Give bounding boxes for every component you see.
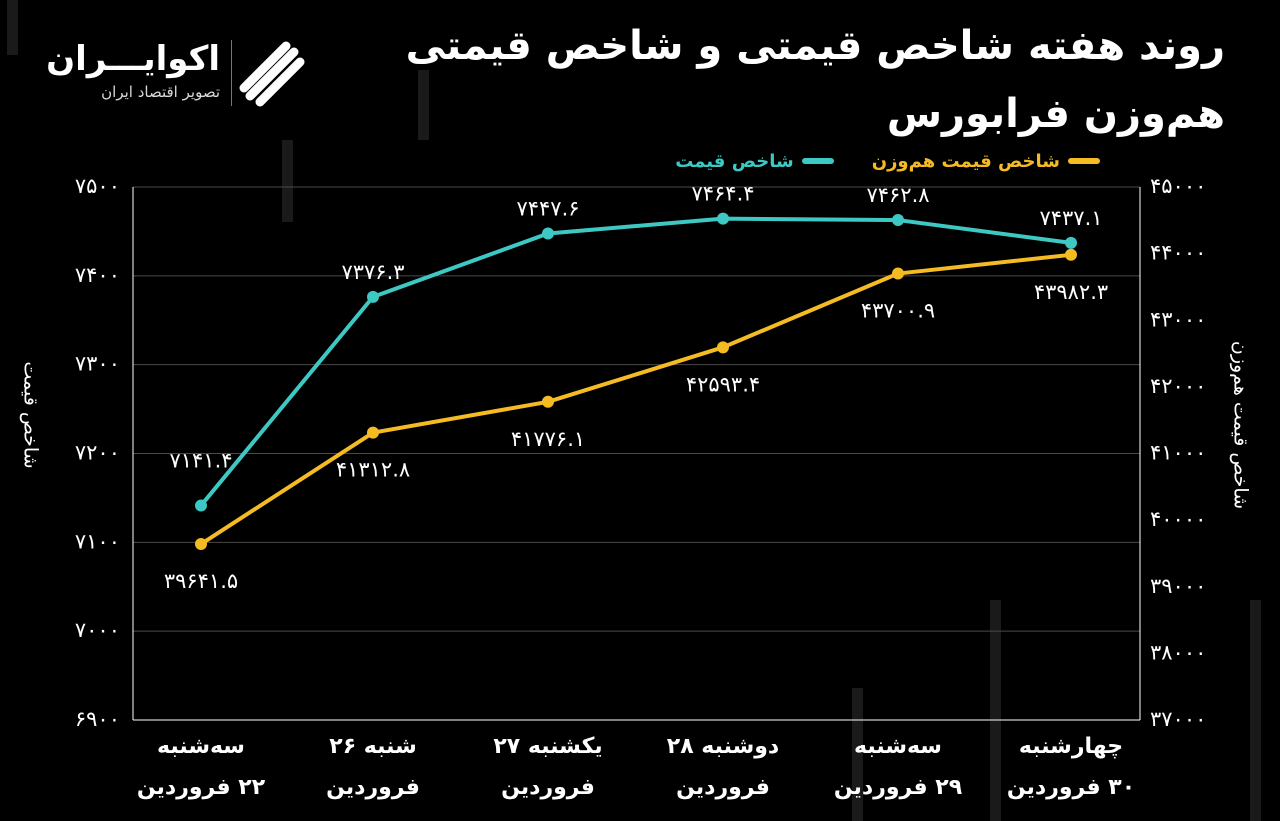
y-left-tick-label: ۷۴۰۰ [75,263,120,287]
x-category-label-line1: سه‌شنبه [854,734,942,759]
background-bar [7,0,18,55]
y-left-tick-label: ۶۹۰۰ [75,707,120,731]
legend-swatch-price-index [801,158,834,164]
data-point-equal-weight [195,538,207,551]
chart-legend: شاخص قیمت هم‌وزن شاخص قیمت [637,146,1100,176]
logo-divider [231,40,232,106]
legend-label-price-index: شاخص قیمت [675,150,794,172]
data-label-equal-weight: ۴۱۷۷۶.۱ [511,427,585,451]
data-label-equal-weight: ۴۳۹۸۲.۳ [1034,280,1108,304]
y-right-tick-label: ۴۴۰۰۰ [1150,241,1206,265]
data-label-price-index: ۷۱۴۱.۴ [169,449,232,473]
data-point-price-index [717,212,729,225]
x-category-label-line1: دوشنبه ۲۸ [667,734,779,759]
data-point-equal-weight [542,395,554,408]
data-label-equal-weight: ۳۹۶۴۱.۵ [164,569,238,593]
background-bar [852,688,863,821]
x-category-label-line2: فروردین [501,775,595,800]
y-right-axis-title: شاخص قیمت هم‌وزن [1230,341,1252,509]
legend-label-equal-weight: شاخص قیمت هم‌وزن [871,150,1060,172]
x-category-label-line1: سه‌شنبه [157,734,245,759]
y-left-tick-label: ۷۰۰۰ [75,618,120,642]
y-right-tick-label: ۳۹۰۰۰ [1150,574,1206,598]
data-point-price-index [195,499,207,512]
logo-mark-icon [239,41,305,107]
data-point-price-index [1065,236,1077,249]
data-label-price-index: ۷۴۶۲.۸ [866,183,929,207]
x-category-label-line1: شنبه ۲۶ [329,734,416,759]
legend-item-equal-weight: شاخص قیمت هم‌وزن [872,151,1100,172]
x-category-label-line2: فروردین [676,775,770,800]
y-right-tick-label: ۳۷۰۰۰ [1150,707,1206,731]
data-point-price-index [367,290,379,303]
y-left-tick-label: ۷۲۰۰ [75,441,120,465]
background-bar [418,70,429,140]
y-right-tick-label: ۴۳۰۰۰ [1150,307,1206,331]
data-label-price-index: ۷۳۷۶.۳ [341,260,404,284]
legend-item-price-index: شاخص قیمت [675,151,834,172]
data-point-price-index [542,227,554,240]
data-point-equal-weight [717,341,729,354]
data-label-equal-weight: ۴۱۳۱۲.۸ [336,458,410,482]
data-label-price-index: ۷۴۶۴.۴ [691,182,754,206]
y-right-tick-label: ۴۰۰۰۰ [1150,507,1206,531]
y-right-tick-label: ۴۵۰۰۰ [1150,174,1206,198]
y-right-tick-label: ۴۲۰۰۰ [1150,374,1206,398]
x-category-label-line2: ۲۲ فروردین [137,775,266,800]
data-label-price-index: ۷۴۳۷.۱ [1039,206,1102,230]
y-left-axis-title: شاخص قیمت [20,361,42,468]
y-left-tick-label: ۷۵۰۰ [75,174,120,198]
background-bar [1250,600,1261,821]
y-left-tick-label: ۷۱۰۰ [75,529,120,553]
legend-swatch-equal-weight [1068,158,1100,164]
x-category-label-line2: فروردین [326,775,420,800]
data-label-equal-weight: ۴۲۵۹۳.۴ [686,372,760,396]
x-category-label-line1: چهارشنبه [1019,734,1123,759]
data-point-price-index [892,214,904,227]
series-line-price-index [199,216,1072,507]
background-bar [282,140,293,222]
x-category-label-line2: ۲۹ فروردین [834,775,962,800]
data-label-equal-weight: ۴۳۷۰۰.۹ [861,299,935,323]
x-category-label-line1: یکشنبه ۲۷ [493,734,602,759]
logo-tagline: تصویر اقتصاد ایران [101,83,220,101]
background-bar [990,600,1001,821]
series-line-equal-weight [199,252,1072,546]
logo-name: اکوایـــران [46,39,220,79]
data-point-equal-weight [892,267,904,280]
data-label-price-index: ۷۴۴۷.۶ [516,197,579,221]
logo: اکوایـــران تصویر اقتصاد ایران [46,36,318,116]
chart-title: روند هفته شاخص قیمتی و شاخص قیمتی هم‌وزن… [405,23,1225,137]
x-category-label-line2: ۳۰ فروردین [1007,775,1135,800]
data-point-equal-weight [1065,248,1077,261]
data-point-equal-weight [367,426,379,439]
y-left-tick-label: ۷۳۰۰ [75,352,120,376]
y-right-tick-label: ۴۱۰۰۰ [1150,441,1206,465]
y-right-tick-label: ۳۸۰۰۰ [1150,640,1206,664]
